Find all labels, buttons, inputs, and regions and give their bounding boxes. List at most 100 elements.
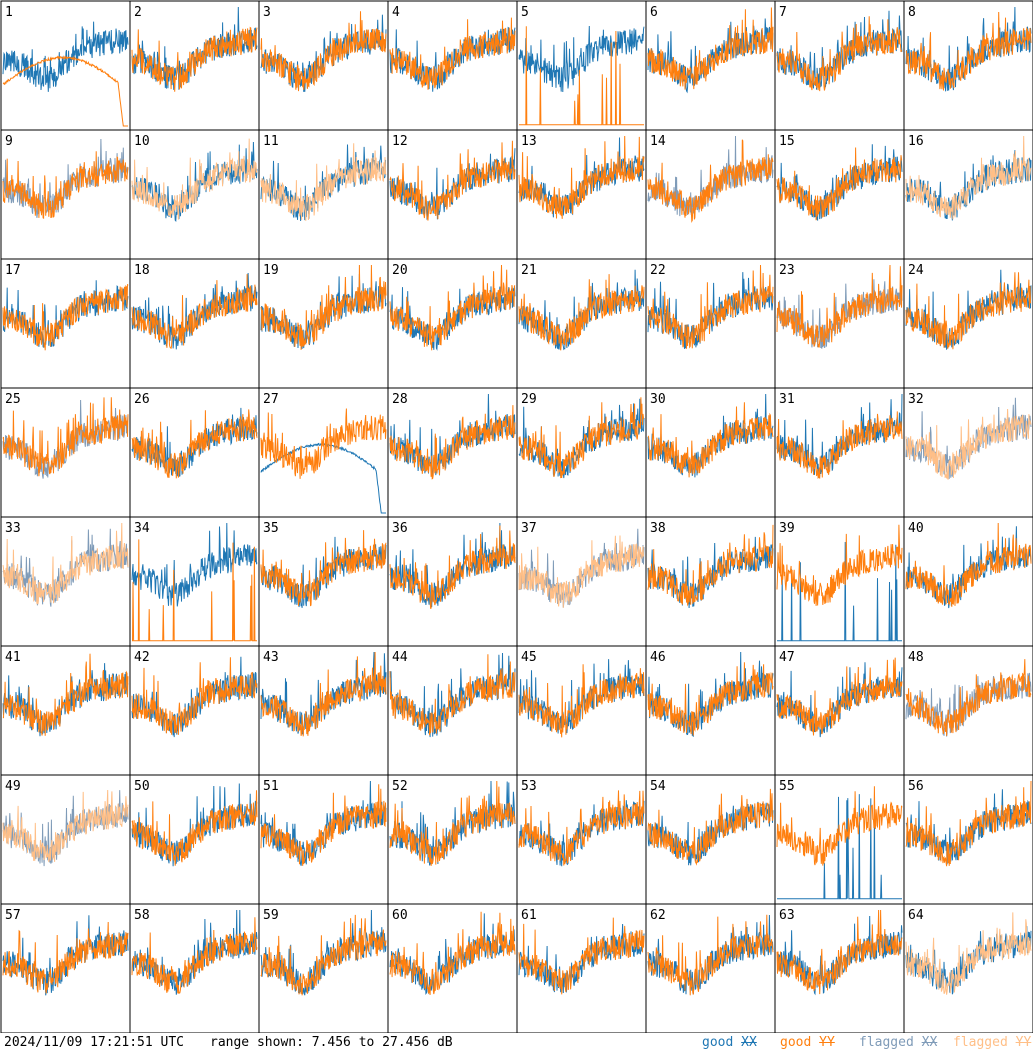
series-yy-62 <box>647 914 774 996</box>
panel-label-41: 41 <box>5 650 21 665</box>
panel-label-42: 42 <box>134 650 150 665</box>
series-xx-11 <box>260 144 387 222</box>
series-yy-15 <box>776 147 903 221</box>
series-yy-59 <box>260 914 387 996</box>
series-xx-24 <box>905 269 1032 350</box>
series-xx-47 <box>776 662 903 738</box>
panel-6: 6 <box>645 0 776 131</box>
panel-border-64 <box>903 903 1033 1033</box>
series-yy-50 <box>131 790 258 866</box>
panel-7: 7 <box>774 0 905 131</box>
legend-good-yy: good YY <box>780 1035 835 1050</box>
panel-28: 28 <box>387 387 518 518</box>
panel-49: 49 <box>0 774 131 905</box>
series-xx-41 <box>2 663 129 737</box>
series-xx-29 <box>518 398 645 479</box>
panel-label-14: 14 <box>650 134 666 149</box>
range-shown: range shown: 7.456 to 27.456 dB <box>210 1035 453 1050</box>
series-xx-63 <box>776 915 903 996</box>
panel-label-20: 20 <box>392 263 408 278</box>
footer: 2024/11/09 17:21:51 UTC range shown: 7.4… <box>0 1033 1033 1053</box>
legend-flagged-xx: flagged XX <box>859 1035 937 1050</box>
panel-42: 42 <box>129 645 260 776</box>
series-xx-46 <box>647 651 774 737</box>
panel-21: 21 <box>516 258 647 389</box>
panel-37: 37 <box>516 516 647 647</box>
legend-flagged-xx-pol: XX <box>921 1035 938 1050</box>
series-yy-25 <box>2 397 129 477</box>
panel-label-8: 8 <box>908 5 916 20</box>
panel-22: 22 <box>645 258 776 389</box>
panel-23: 23 <box>774 258 905 389</box>
panel-label-15: 15 <box>779 134 795 149</box>
panel-label-47: 47 <box>779 650 795 665</box>
panel-58: 58 <box>129 903 260 1033</box>
panel-56: 56 <box>903 774 1033 905</box>
panel-label-57: 57 <box>5 908 21 923</box>
series-yy-33 <box>2 522 129 605</box>
panel-4: 4 <box>387 0 518 131</box>
series-yy-6 <box>647 7 774 90</box>
series-xx-42 <box>131 656 258 738</box>
panel-59: 59 <box>258 903 389 1033</box>
panel-24: 24 <box>903 258 1033 389</box>
panel-label-48: 48 <box>908 650 924 665</box>
panel-9: 9 <box>0 129 131 260</box>
panel-30: 30 <box>645 387 776 518</box>
series-yy-54 <box>647 788 774 866</box>
series-yy-63 <box>776 909 903 995</box>
legend-flagged-yy: flagged YY <box>953 1035 1031 1050</box>
panel-label-35: 35 <box>263 521 279 536</box>
panel-label-16: 16 <box>908 134 924 149</box>
series-xx-19 <box>260 273 387 349</box>
panel-label-34: 34 <box>134 521 150 536</box>
series-yy-40 <box>905 522 1032 607</box>
panel-label-3: 3 <box>263 5 271 20</box>
panel-47: 47 <box>774 645 905 776</box>
panel-label-36: 36 <box>392 521 408 536</box>
series-yy-46 <box>647 662 774 736</box>
panel-label-6: 6 <box>650 5 658 20</box>
panel-label-28: 28 <box>392 392 408 407</box>
panel-13: 13 <box>516 129 647 260</box>
series-yy-38 <box>647 524 774 607</box>
panel-label-33: 33 <box>5 521 21 536</box>
panel-53: 53 <box>516 774 647 905</box>
series-xx-39 <box>777 541 902 642</box>
panel-26: 26 <box>129 387 260 518</box>
panel-10: 10 <box>129 129 260 260</box>
legend-good-xx: good XX <box>702 1035 757 1050</box>
series-xx-31 <box>776 393 903 479</box>
panel-label-64: 64 <box>908 908 924 923</box>
series-yy-2 <box>131 26 258 92</box>
series-yy-28 <box>389 405 516 480</box>
panel-label-52: 52 <box>392 779 408 794</box>
panel-label-38: 38 <box>650 521 666 536</box>
panel-20: 20 <box>387 258 518 389</box>
legend-good-yy-label: good <box>780 1035 812 1050</box>
panel-label-54: 54 <box>650 779 666 794</box>
panel-label-1: 1 <box>5 5 13 20</box>
panel-label-31: 31 <box>779 392 795 407</box>
series-xx-51 <box>260 780 387 866</box>
panel-label-5: 5 <box>521 5 529 20</box>
legend-flagged-yy-label: flagged <box>953 1035 1008 1050</box>
series-xx-44 <box>389 652 516 738</box>
panel-label-56: 56 <box>908 779 924 794</box>
panel-57: 57 <box>0 903 131 1033</box>
panel-34: 34 <box>129 516 260 647</box>
panel-label-19: 19 <box>263 263 279 278</box>
series-yy-1 <box>2 55 128 127</box>
panel-label-43: 43 <box>263 650 279 665</box>
panel-63: 63 <box>774 903 905 1033</box>
panel-5: 5 <box>516 0 647 131</box>
legend-good-yy-pol: YY <box>819 1035 835 1050</box>
series-xx-59 <box>260 909 387 996</box>
panel-label-25: 25 <box>5 392 21 407</box>
series-yy-36 <box>389 525 516 610</box>
series-yy-24 <box>905 272 1032 350</box>
panel-31: 31 <box>774 387 905 518</box>
series-yy-13 <box>518 135 645 219</box>
series-yy-47 <box>776 657 903 736</box>
panel-40: 40 <box>903 516 1033 647</box>
